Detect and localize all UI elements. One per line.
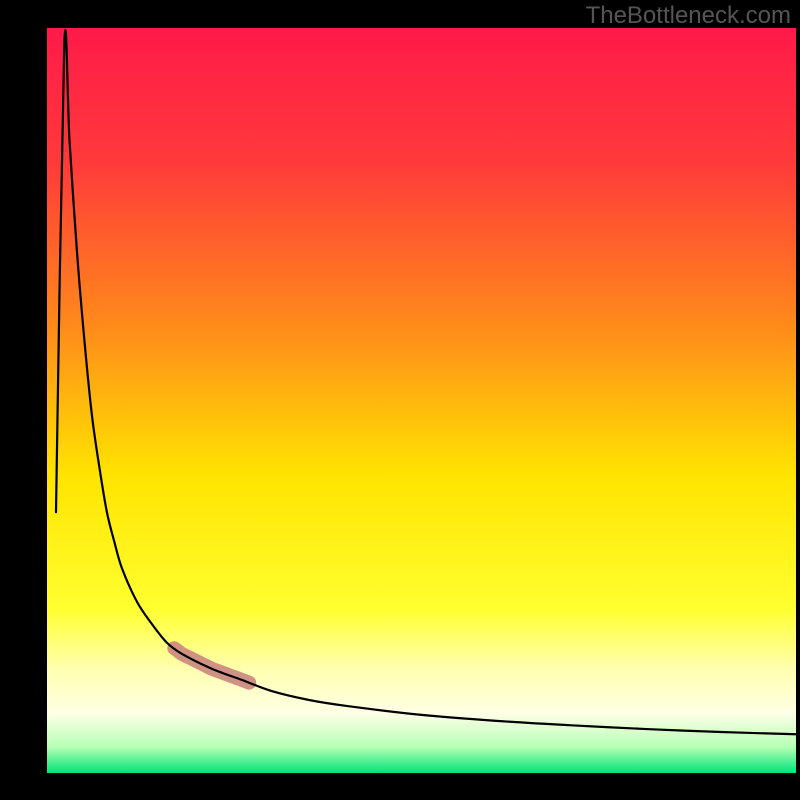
chart-frame: TheBottleneck.com xyxy=(0,0,800,800)
watermark-text: TheBottleneck.com xyxy=(586,2,791,30)
curve-layer xyxy=(47,28,796,773)
plot-area xyxy=(47,28,796,773)
main-curve xyxy=(56,30,796,734)
